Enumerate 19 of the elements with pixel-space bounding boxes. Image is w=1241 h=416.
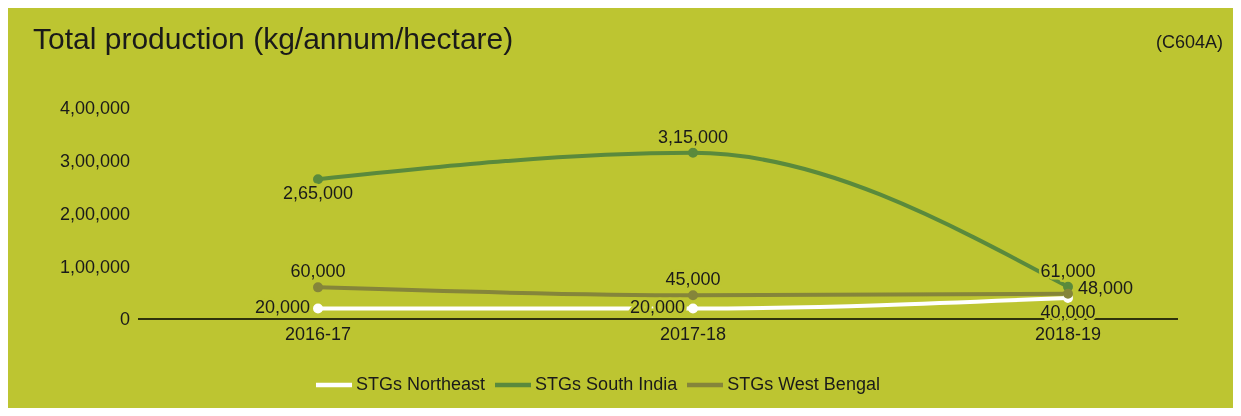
- legend-label: STGs Northeast: [356, 373, 486, 394]
- data-label: 45,000: [665, 269, 721, 290]
- y-tick-label: 0: [119, 309, 130, 330]
- x-tick-label: 2016-17: [284, 323, 352, 344]
- x-tick-label: 2017-18: [659, 323, 727, 344]
- data-label: 20,000: [254, 297, 310, 318]
- x-tick-label: 2018-19: [1034, 323, 1102, 344]
- data-label: 3,15,000: [657, 126, 729, 147]
- y-tick-label: 4,00,000: [59, 98, 130, 119]
- y-tick-label: 3,00,000: [59, 151, 130, 172]
- chart-title: Total production (kg/annum/hectare): [33, 22, 514, 56]
- data-label: 2,65,000: [282, 183, 354, 204]
- data-label: 60,000: [290, 261, 346, 282]
- y-tick-label: 2,00,000: [59, 203, 130, 224]
- y-tick-label: 1,00,000: [59, 256, 130, 277]
- text: (C604A): [1155, 32, 1223, 53]
- legend-label: STGs South India: [535, 373, 678, 394]
- data-label: 40,000: [1040, 301, 1096, 322]
- legend-label: STGs West Bengal: [727, 373, 880, 394]
